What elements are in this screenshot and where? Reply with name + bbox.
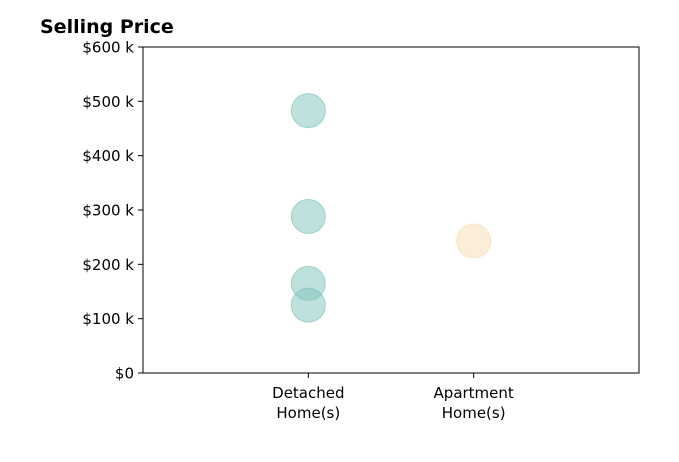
x-axis: Detached Home(s) Apartment Home(s) xyxy=(272,373,514,422)
y-tick-label: $0 xyxy=(115,365,134,383)
data-point xyxy=(456,223,492,259)
plot-frame xyxy=(142,46,640,374)
y-tick-label: $500 k xyxy=(82,93,134,111)
data-point xyxy=(290,287,326,323)
x-tick-label: Detached Home(s) xyxy=(272,384,344,422)
data-point xyxy=(290,93,326,129)
data-points xyxy=(290,93,492,323)
x-tick-label: Apartment Home(s) xyxy=(434,384,514,422)
y-tick-label: $300 k xyxy=(82,202,134,220)
y-axis: $0 $100 k $200 k $300 k $400 k $500 k $600 k xyxy=(82,39,143,383)
chart-title: Selling Price xyxy=(40,16,174,38)
data-point xyxy=(290,199,326,235)
y-tick-label: $100 k xyxy=(82,310,134,328)
y-tick-label: $600 k xyxy=(82,39,134,57)
y-tick-label: $200 k xyxy=(82,256,134,274)
y-tick-label: $400 k xyxy=(82,147,134,165)
